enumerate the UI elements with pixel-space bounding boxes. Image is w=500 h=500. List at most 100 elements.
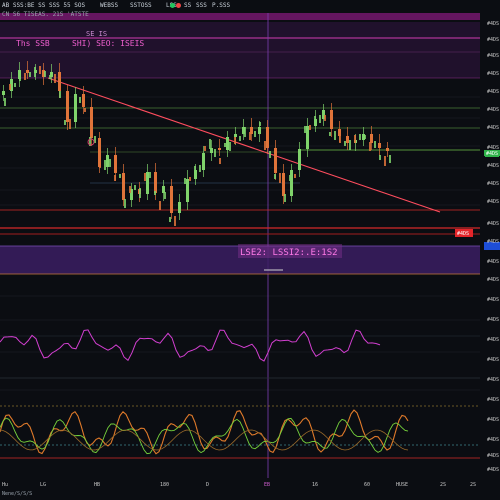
candle	[379, 155, 381, 160]
candle	[322, 110, 325, 119]
candle	[9, 84, 11, 90]
candle	[94, 136, 96, 143]
toolbar-item-2[interactable]: WEBSS	[100, 2, 119, 9]
price-axis-label: #4DS	[486, 163, 499, 169]
price-badge-top: #4DS	[484, 151, 499, 157]
price-axis-label: #4DS	[486, 199, 499, 205]
candle	[58, 72, 61, 91]
candle	[209, 139, 211, 149]
hud-code: SE IS	[86, 30, 107, 38]
price-axis-label: #4DS	[486, 417, 499, 423]
candle	[269, 151, 271, 158]
price-badge-red[interactable]	[455, 229, 473, 237]
candle	[254, 131, 256, 137]
price-axis-label: #4DS	[486, 21, 499, 27]
time-axis[interactable]: Hu LG HB 180 D EB 16 60 HUSE 2S 2S Nene/…	[0, 478, 480, 500]
candle	[378, 143, 381, 148]
price-badge-red-label: #4DS	[457, 231, 469, 237]
toolbar-item-1[interactable]: AB SSS:BE SS SSS 55 SOS	[2, 2, 86, 9]
alert-ring-icon[interactable]	[87, 138, 95, 146]
price-axis-label: #4DS	[486, 37, 499, 43]
candle	[266, 127, 269, 148]
center-label-bg	[238, 244, 342, 258]
candle	[159, 201, 161, 210]
toolbar-item-5[interactable]: SS	[184, 2, 192, 9]
price-axis-label: #4DS	[486, 89, 499, 95]
candle	[354, 135, 356, 143]
price-axis-label: #4DS	[486, 437, 499, 443]
candle	[239, 136, 241, 141]
candle	[370, 134, 373, 143]
candle	[386, 148, 389, 151]
candle	[66, 91, 69, 122]
time-axis-label: 2S	[470, 482, 477, 488]
candle	[90, 107, 93, 138]
candle	[2, 91, 5, 95]
toolbar-item-7[interactable]: P.SSS	[212, 2, 231, 9]
price-axis-label: #4DS	[486, 337, 499, 343]
hud-green-dot	[170, 3, 175, 8]
candle	[122, 173, 125, 200]
grid-lines	[0, 96, 480, 391]
candle	[274, 174, 276, 179]
candle	[170, 186, 173, 213]
candle	[114, 155, 117, 173]
price-axis-label: #4DS	[486, 317, 499, 323]
toolbar-item-6[interactable]: SSS	[196, 2, 207, 9]
oscillator-line-1	[0, 329, 381, 362]
candle	[114, 175, 116, 181]
candle	[64, 120, 66, 125]
candle	[364, 135, 366, 139]
candle	[250, 127, 253, 134]
price-axis-label: #4DS	[486, 53, 499, 59]
candle	[89, 137, 91, 146]
time-axis-label: Hu	[2, 482, 9, 488]
time-axis-label: HB	[94, 482, 101, 488]
price-axis-label: #4DS	[486, 377, 499, 383]
candle	[109, 159, 111, 167]
time-axis-label: 60	[364, 482, 371, 488]
candle	[324, 115, 326, 121]
top-toolbar: AB SSS:BE SS SSS 55 SOS WEBSS SSTOSS LSS…	[0, 0, 500, 18]
candle	[169, 217, 171, 222]
price-axis-label: #4DS	[486, 259, 499, 265]
time-axis-label: 180	[160, 482, 170, 488]
candle	[279, 173, 281, 183]
candle	[14, 83, 16, 87]
candle	[154, 172, 157, 193]
time-axis-label: LG	[40, 482, 47, 488]
candle	[19, 72, 21, 81]
candle	[304, 126, 306, 133]
annotation-right: SHI) SEO: ISEIS	[72, 39, 144, 48]
candle	[179, 203, 181, 211]
candle	[39, 66, 41, 74]
price-axis-label: #4DS	[486, 145, 499, 151]
candle	[164, 192, 166, 199]
candle	[199, 165, 201, 172]
toolbar-item-3[interactable]: SSTOSS	[130, 2, 152, 9]
trend-line[interactable]	[47, 77, 441, 213]
candle	[309, 125, 311, 130]
candle	[224, 143, 226, 147]
candle	[299, 151, 301, 160]
candle	[274, 148, 277, 173]
candle	[44, 71, 46, 77]
candle	[144, 173, 146, 181]
candle	[329, 132, 331, 136]
candle	[194, 166, 196, 175]
candle	[99, 163, 101, 168]
candle	[258, 127, 261, 134]
candle	[186, 179, 189, 202]
candle	[362, 134, 365, 140]
price-axis-label: #4DS	[486, 71, 499, 77]
price-axis-label: #4DS	[486, 397, 499, 403]
candle	[189, 177, 191, 181]
price-axis[interactable]: #4DS #4DS #4DS #4DS #4DS #4DS #4DS #4DS …	[480, 13, 500, 478]
candle	[384, 156, 386, 166]
candle	[74, 98, 76, 106]
candle	[374, 141, 376, 148]
candle	[74, 94, 77, 122]
candle	[139, 188, 141, 198]
